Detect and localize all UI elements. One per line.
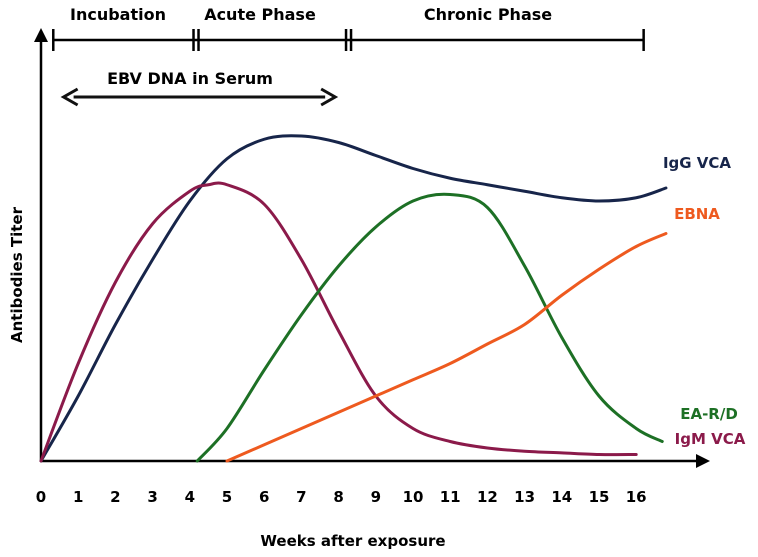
x-tick-label: 5 [222,488,232,506]
x-tick-labels: 0 1 2 3 4 5 6 7 8 9 10 11 12 13 14 15 16 [36,488,647,506]
x-tick-label: 6 [259,488,269,506]
x-tick-label: 11 [440,488,461,506]
phase-bar: Incubation Acute Phase Chronic Phase [52,5,645,51]
x-tick-label: 1 [73,488,83,506]
phase-label: Acute Phase [204,5,316,24]
x-tick-label: 12 [477,488,498,506]
y-axis-arrow [34,28,48,42]
y-axis-title: Antibodies Titer [8,206,26,343]
x-tick-label: 16 [626,488,647,506]
series-line-igg-vca [39,134,668,463]
series-labels: IgG VCA IgM VCA EA-R/D EBNA [663,154,746,448]
series-label-igg-vca: IgG VCA [663,154,731,172]
series-line-igm-vca [39,181,638,463]
series-line-ea-r-d [195,192,664,463]
phase-label: Incubation [70,5,166,24]
annotation-arrow-right [320,87,339,107]
x-tick-label: 3 [147,488,157,506]
x-tick-label: 13 [514,488,535,506]
series-label-ebna: EBNA [674,205,720,223]
x-axis-arrow [696,454,710,468]
series-line-ebna [225,232,668,463]
series-lines [39,134,668,463]
series-label-igm-vca: IgM VCA [675,430,746,448]
series-label-ea-r-d: EA-R/D [680,405,738,423]
phase-label: Chronic Phase [424,5,552,24]
x-tick-label: 7 [296,488,306,506]
x-tick-label: 9 [371,488,381,506]
x-tick-label: 2 [110,488,120,506]
x-tick-label: 15 [589,488,610,506]
x-axis-title: Weeks after exposure [260,532,445,550]
x-tick-label: 0 [36,488,46,506]
x-tick-label: 10 [403,488,424,506]
annotation-arrow-left [60,87,79,107]
x-tick-label: 8 [333,488,343,506]
x-tick-label: 4 [185,488,195,506]
annotation-label: EBV DNA in Serum [107,69,273,88]
x-tick-label: 14 [551,488,572,506]
axes [34,28,710,468]
ebv-dna-annotation: EBV DNA in Serum [60,69,339,107]
